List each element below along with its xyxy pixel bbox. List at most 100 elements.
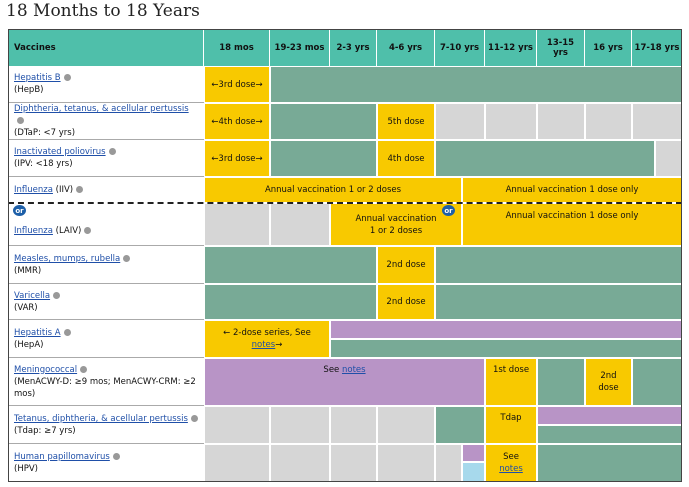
vaccine-link[interactable]: Influenza — [14, 185, 53, 195]
dose-cell: Annual vaccination 1 dose only — [462, 203, 682, 246]
dose-cell: ←3rd dose→ — [204, 66, 270, 103]
range-cell — [270, 103, 377, 140]
vaccine: Meningococcal (MenACWY-D: ≥9 mos; MenACWY… — [8, 358, 204, 406]
abbr: (Tdap: ≥7 yrs) — [14, 425, 76, 436]
cell-text: → — [275, 340, 283, 350]
info-icon[interactable] — [112, 453, 120, 460]
header: 13-15 yrs — [537, 29, 585, 66]
info-icon[interactable] — [190, 414, 198, 422]
na-cell — [655, 140, 682, 177]
notes-link[interactable]: notes — [341, 365, 366, 375]
abbr: (HPV) — [14, 464, 38, 474]
dose-cell: 2nd dose — [377, 246, 435, 284]
info-icon[interactable] — [84, 227, 92, 234]
dose-cell: ← 2-dose series, See notes→ — [204, 320, 330, 358]
info-icon[interactable] — [123, 254, 131, 262]
na-cell — [270, 444, 330, 482]
vaccine: Diphtheria, tetanus, & acellular pertuss… — [8, 103, 204, 140]
header: 19-23 mos — [270, 29, 330, 66]
header: 11-12 yrs — [485, 29, 537, 66]
abbr: (MMR) — [14, 265, 42, 276]
risk-cell — [330, 320, 682, 339]
abbr: (IPV: <18 yrs) — [14, 159, 73, 169]
abbr: (IIV) — [55, 185, 74, 195]
cell-text: See — [323, 365, 340, 375]
cell-text: ← 2-dose series, See — [223, 328, 311, 338]
dose-cell: Annual vaccination 1 or 2 doses — [330, 203, 462, 246]
vaccine-link[interactable]: Influenza — [14, 226, 53, 236]
na-cell — [377, 406, 435, 444]
notes-link[interactable]: notes — [499, 464, 523, 474]
vaccine: Measles, mumps, rubella (MMR) — [8, 246, 204, 284]
header: 4-6 yrs — [377, 29, 435, 66]
dose-cell: 4th dose — [377, 140, 435, 177]
info-icon[interactable] — [80, 365, 88, 373]
or-badge: or — [442, 205, 455, 216]
or-badge: or — [13, 205, 26, 216]
range-cell — [632, 358, 682, 406]
info-icon[interactable] — [76, 186, 84, 193]
range-cell — [270, 66, 682, 103]
dose-cell: See notes — [485, 444, 537, 482]
na-cell — [585, 103, 632, 140]
header: 7-10 yrs — [435, 29, 485, 66]
abbr: (LAIV) — [55, 226, 82, 236]
vaccine: Influenza (LAIV) — [8, 203, 204, 246]
dose-cell: Annual vaccination 1 dose only — [462, 177, 682, 203]
na-cell — [632, 103, 682, 140]
vaccine: Hepatitis A (HepA) — [8, 320, 204, 358]
dose-cell: 1st dose — [485, 358, 537, 406]
header: 18 mos — [204, 29, 270, 66]
info-icon[interactable] — [17, 117, 24, 124]
vaccine-link[interactable]: Hepatitis A — [14, 327, 61, 338]
info-icon[interactable] — [108, 148, 116, 155]
info-icon[interactable] — [63, 74, 71, 81]
range-cell — [537, 358, 585, 406]
vaccine-link[interactable]: Hepatitis B — [14, 73, 61, 83]
title: 18 Months to 18 Years — [6, 1, 200, 21]
notes-link[interactable]: notes — [251, 340, 276, 350]
vaccine: Tetanus, diphtheria, & acellular pertuss… — [8, 406, 204, 444]
vaccine-link[interactable]: Diphtheria, tetanus, & acellular pertuss… — [14, 104, 189, 114]
vaccine-link[interactable]: Measles, mumps, rubella — [14, 253, 121, 264]
dose-cell: 2nd dose — [585, 358, 632, 406]
info-icon[interactable] — [63, 328, 71, 336]
na-cell — [204, 406, 270, 444]
vaccine: Inactivated poliovirus (IPV: <18 yrs) — [8, 140, 204, 177]
abbr: (MenACWY-D: ≥9 mos; MenACWY-CRM: ≥2 mos) — [14, 376, 196, 399]
header: Vaccines — [8, 29, 204, 66]
vaccine-link[interactable]: Tetanus, diphtheria, & acellular pertuss… — [14, 413, 188, 424]
range-cell — [435, 284, 682, 320]
risk-cell: See notes — [204, 358, 485, 406]
na-cell — [204, 444, 270, 482]
na-cell — [270, 406, 330, 444]
range-cell — [435, 246, 682, 284]
range-cell — [204, 284, 377, 320]
na-cell — [537, 103, 585, 140]
range-cell — [435, 406, 485, 444]
vaccine-link[interactable]: Meningococcal — [14, 364, 78, 375]
cell-text: See — [503, 452, 519, 462]
vaccine-link[interactable]: Human papillomavirus — [14, 452, 110, 462]
vaccine: Varicella (VAR) — [8, 284, 204, 320]
vaccine: Hepatitis B (HepB) — [8, 66, 204, 103]
risk-cell — [537, 406, 682, 425]
na-cell — [435, 444, 462, 482]
abbr: (VAR) — [14, 302, 38, 313]
vaccine-link[interactable]: Inactivated poliovirus — [14, 147, 106, 157]
na-cell — [204, 203, 270, 246]
vaccine-link[interactable]: Varicella — [14, 290, 51, 301]
info-icon[interactable] — [53, 291, 61, 299]
header: 16 yrs — [585, 29, 632, 66]
na-cell — [330, 444, 377, 482]
na-cell — [435, 103, 485, 140]
range-cell — [537, 444, 682, 482]
abbr: (HepB) — [14, 85, 44, 95]
range-cell — [204, 246, 377, 284]
dose-cell: 5th dose — [377, 103, 435, 140]
dose-cell: 2nd dose — [377, 284, 435, 320]
abbr: (DTaP: <7 yrs) — [14, 128, 76, 138]
dose-cell: Tdap — [485, 406, 537, 444]
dose-cell: Annual vaccination 1 or 2 doses — [204, 177, 462, 203]
